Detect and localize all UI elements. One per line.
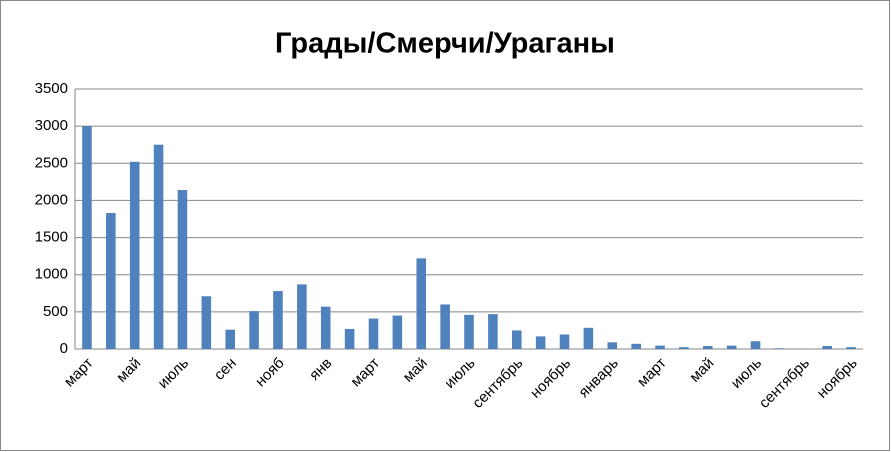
- bar: [297, 284, 307, 349]
- bar: [82, 126, 92, 350]
- bar: [249, 311, 259, 349]
- bar: [583, 327, 594, 349]
- y-tick-label: 3000: [35, 117, 68, 134]
- bar: [535, 336, 546, 349]
- y-tick-label: 1500: [35, 229, 68, 246]
- bar: [607, 342, 618, 349]
- bar: [488, 314, 498, 349]
- bar: [201, 296, 212, 349]
- y-tick-label: 1000: [35, 266, 68, 283]
- bar: [846, 347, 856, 349]
- y-tick-label: 0: [60, 340, 68, 357]
- bar: [679, 347, 689, 349]
- bar: [440, 304, 450, 349]
- bar: [344, 328, 355, 349]
- y-tick-label: 2500: [35, 154, 68, 171]
- y-tick-label: 3500: [35, 80, 68, 97]
- bar: [822, 346, 832, 349]
- y-tick-label: 500: [43, 303, 68, 320]
- bar: [225, 329, 235, 349]
- bar: [774, 348, 785, 349]
- bar: [129, 161, 140, 349]
- bar: [416, 258, 427, 349]
- bar: [273, 291, 283, 349]
- bar: [511, 330, 522, 349]
- y-tick-label: 2000: [35, 191, 68, 208]
- bar: [106, 213, 116, 349]
- bar: [703, 346, 713, 349]
- bar: [392, 315, 403, 349]
- bar: [464, 314, 474, 349]
- bar: [368, 318, 379, 349]
- chart-title: Грады/Смерчи/Ураганы: [275, 28, 615, 60]
- bar: [655, 345, 665, 349]
- bar: [726, 345, 737, 349]
- bar: [559, 334, 570, 349]
- bar: [631, 343, 641, 349]
- bar: [153, 144, 164, 349]
- bar: [320, 306, 331, 349]
- bar: [177, 190, 188, 349]
- bar: [750, 341, 761, 349]
